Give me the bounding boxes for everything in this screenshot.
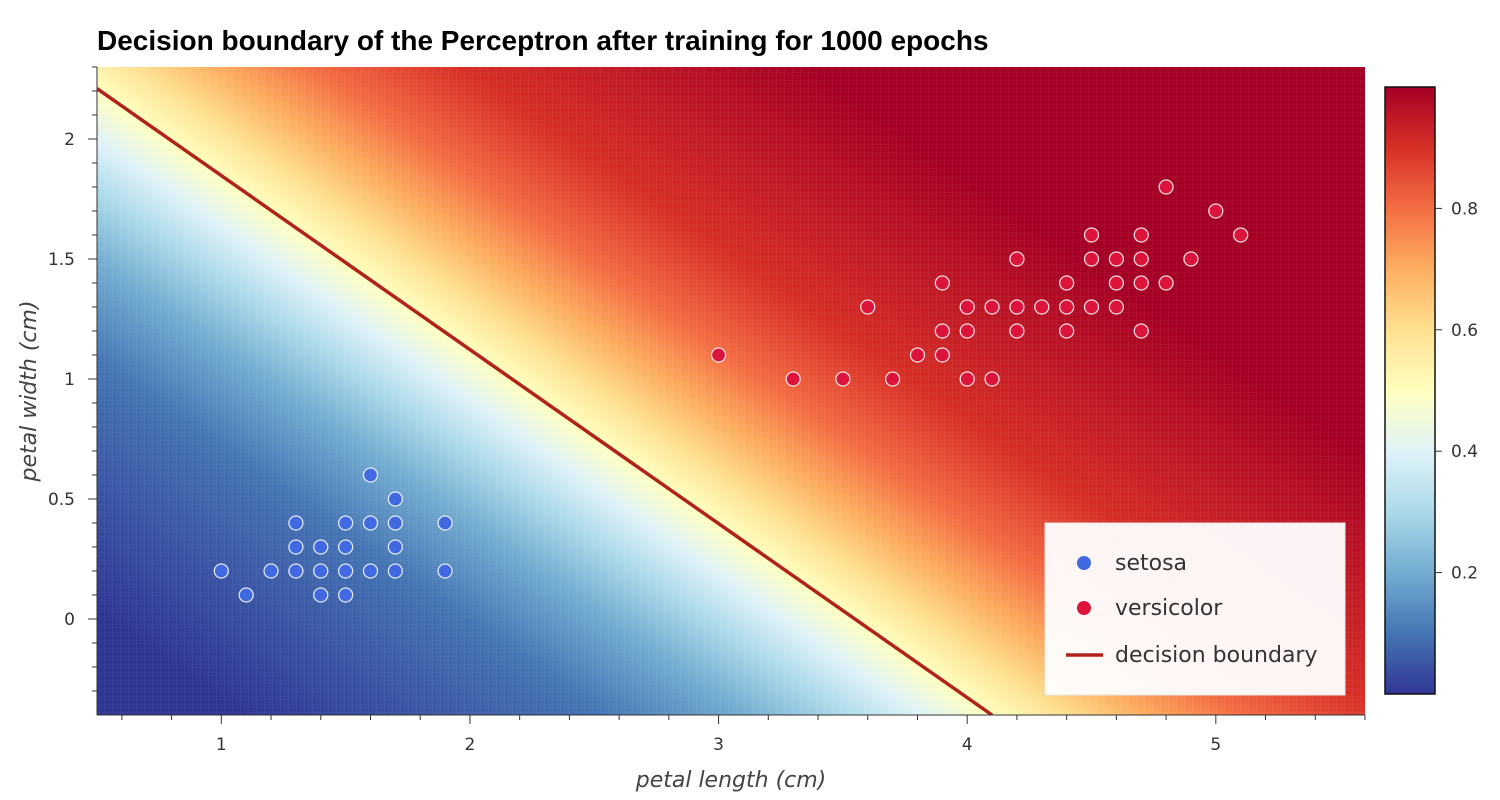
- y-axis: 0 0.5 1 1.5 2: [48, 66, 98, 715]
- colorbar-tick-label: 0.2: [1451, 564, 1478, 584]
- setosa-point: [263, 563, 279, 579]
- colorbar-bar: [1384, 86, 1436, 695]
- setosa-point: [387, 491, 404, 507]
- versicolor-point: [1208, 203, 1224, 219]
- setosa-point: [362, 515, 379, 531]
- x-tick-label: 5: [1210, 735, 1221, 755]
- versicolor-point: [835, 371, 851, 387]
- setosa-point: [337, 587, 354, 603]
- setosa-point: [238, 587, 254, 603]
- setosa-point: [288, 563, 304, 579]
- versicolor-point: [1158, 179, 1174, 195]
- setosa-point: [387, 515, 404, 531]
- colorbar-tick-label: 0.8: [1451, 199, 1478, 219]
- setosa-point: [313, 587, 329, 603]
- versicolor-point: [1133, 323, 1149, 339]
- versicolor-point: [984, 371, 1000, 387]
- versicolor-point: [959, 299, 975, 315]
- legend-label-decision-boundary: decision boundary: [1115, 643, 1318, 668]
- colorbar-tick-label: 0.4: [1451, 442, 1478, 462]
- versicolor-point: [1108, 275, 1125, 291]
- colorbar: 0.2 0.4 0.6 0.8: [1384, 86, 1478, 695]
- versicolor-point: [1133, 251, 1149, 267]
- setosa-point: [362, 563, 379, 579]
- versicolor-point: [959, 323, 975, 339]
- decision-boundary-line: [97, 87, 994, 715]
- y-tick-label: 1.5: [48, 250, 75, 270]
- versicolor-point: [1133, 275, 1149, 291]
- setosa-point: [313, 539, 329, 555]
- versicolor-point: [909, 347, 926, 363]
- x-axis-label: petal length (cm): [635, 768, 827, 793]
- versicolor-point: [984, 299, 1000, 315]
- setosa-point: [337, 515, 354, 531]
- versicolor-point: [785, 371, 801, 387]
- x-tick-label: 1: [216, 735, 227, 755]
- legend-setosa-marker: [1077, 556, 1091, 570]
- versicolor-point: [1034, 299, 1050, 315]
- y-tick-label: 2: [64, 130, 75, 150]
- setosa-point: [437, 563, 453, 579]
- legend-label-setosa: setosa: [1115, 551, 1187, 576]
- versicolor-point: [1009, 299, 1025, 315]
- setosa-point: [337, 563, 354, 579]
- versicolor-point: [1058, 299, 1075, 315]
- setosa-point: [213, 563, 229, 579]
- chart-title: Decision boundary of the Perceptron afte…: [97, 25, 989, 56]
- versicolor-point: [1133, 227, 1149, 243]
- y-axis-label: petal width (cm): [17, 300, 42, 482]
- setosa-point: [387, 539, 404, 555]
- versicolor-point: [1058, 323, 1075, 339]
- legend-label-versicolor: versicolor: [1115, 596, 1223, 621]
- x-tick-label: 2: [465, 735, 476, 755]
- versicolor-point: [1158, 275, 1174, 291]
- versicolor-point: [1058, 275, 1075, 291]
- versicolor-point: [710, 347, 727, 363]
- versicolor-point: [1083, 299, 1100, 315]
- x-tick-label: 3: [713, 735, 724, 755]
- versicolor-point: [860, 299, 876, 315]
- versicolor-point: [1108, 299, 1125, 315]
- setosa-point: [288, 515, 304, 531]
- versicolor-point: [1108, 251, 1125, 267]
- y-tick-label: 0: [64, 610, 75, 630]
- setosa-point: [362, 467, 379, 483]
- legend-box: [1044, 522, 1346, 696]
- setosa-point: [337, 539, 354, 555]
- x-axis: 1 2 3 4 5: [97, 714, 1366, 755]
- versicolor-point: [884, 371, 901, 387]
- versicolor-point: [959, 371, 975, 387]
- versicolor-point: [934, 323, 950, 339]
- x-tick-label: 4: [962, 735, 973, 755]
- legend: setosa versicolor decision boundary: [1044, 522, 1346, 696]
- setosa-point: [288, 539, 304, 555]
- colorbar-tick-label: 0.6: [1451, 321, 1478, 341]
- versicolor-point: [934, 275, 950, 291]
- plot-area: [97, 67, 1365, 715]
- versicolor-point: [934, 347, 950, 363]
- setosa-point: [313, 563, 329, 579]
- colorbar-ticks: 0.2 0.4 0.6 0.8: [1435, 199, 1478, 584]
- versicolor-point: [1083, 227, 1100, 243]
- versicolor-point: [1009, 323, 1025, 339]
- versicolor-point: [1083, 251, 1100, 267]
- y-tick-label: 0.5: [48, 490, 75, 510]
- legend-versicolor-marker: [1077, 601, 1091, 615]
- setosa-point: [387, 563, 404, 579]
- versicolor-point: [1233, 227, 1249, 243]
- versicolor-point: [1009, 251, 1025, 267]
- versicolor-point: [1183, 251, 1199, 267]
- setosa-point: [437, 515, 453, 531]
- scatter-points: [213, 179, 1249, 603]
- y-tick-label: 1: [64, 370, 75, 390]
